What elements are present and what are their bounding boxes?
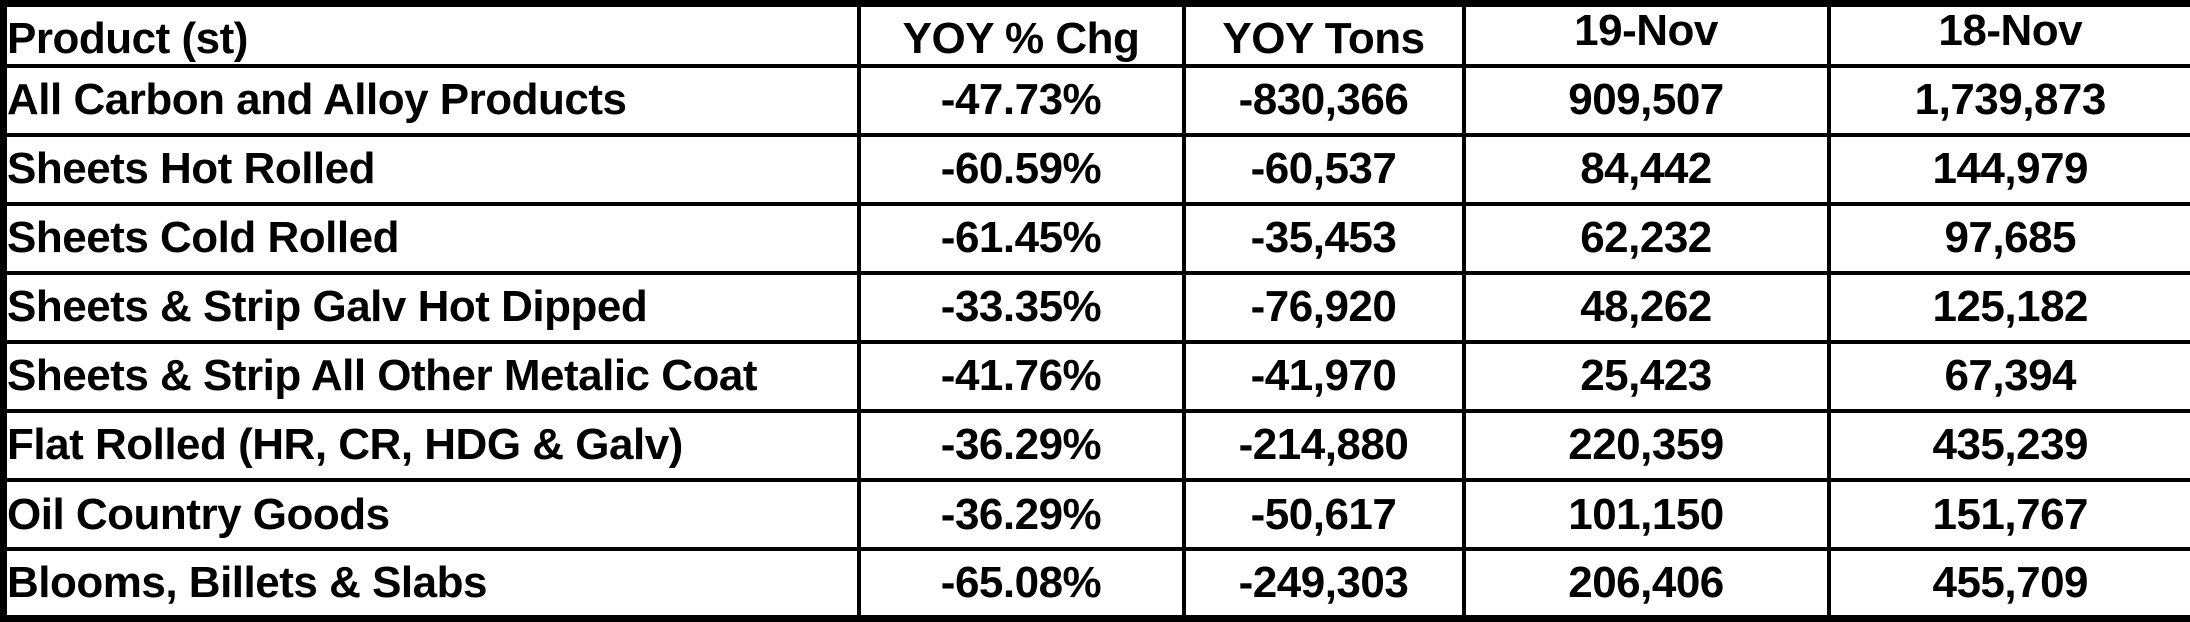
nov-18-cell: 455,709 xyxy=(1826,547,2190,621)
yoy-pct-chg-cell: -60.59% xyxy=(856,132,1186,206)
nov-19-cell: 25,423 xyxy=(1461,339,1831,414)
yoy-pct-chg-cell: -33.35% xyxy=(856,270,1186,345)
header-cell-nov-19: 19-Nov xyxy=(1461,1,1831,68)
header-cell-product: Product (st) xyxy=(1,1,861,68)
header-cell-yoy-pct-chg: YOY % Chg xyxy=(856,1,1186,68)
yoy-tons-cell: -830,366 xyxy=(1181,63,1466,137)
product-cell: Sheets Hot Rolled xyxy=(1,132,861,206)
nov-19-cell: 206,406 xyxy=(1461,547,1831,621)
yoy-pct-chg-cell: -36.29% xyxy=(856,409,1186,483)
nov-18-cell: 151,767 xyxy=(1826,478,2190,552)
nov-18-cell: 67,394 xyxy=(1826,339,2190,414)
table-row: Oil Country Goods -36.29% -50,617 101,15… xyxy=(1,478,2190,552)
nov-18-cell: 97,685 xyxy=(1826,201,2190,275)
nov-19-cell: 84,442 xyxy=(1461,132,1831,206)
table-row: All Carbon and Alloy Products -47.73% -8… xyxy=(1,63,2190,137)
product-cell: Sheets Cold Rolled xyxy=(1,201,861,275)
product-cell: Flat Rolled (HR, CR, HDG & Galv) xyxy=(1,409,861,483)
nov-18-cell: 144,979 xyxy=(1826,132,2190,206)
table-row: Sheets & Strip All Other Metalic Coat -4… xyxy=(1,339,2190,414)
table-row: Sheets Cold Rolled -61.45% -35,453 62,23… xyxy=(1,201,2190,275)
table-header: Product (st) YOY % Chg YOY Tons 19-Nov 1… xyxy=(1,1,2190,68)
header-cell-nov-18: 18-Nov xyxy=(1826,1,2190,68)
header-row: Product (st) YOY % Chg YOY Tons 19-Nov 1… xyxy=(1,1,2190,68)
product-cell: Oil Country Goods xyxy=(1,478,861,552)
nov-18-cell: 435,239 xyxy=(1826,409,2190,483)
product-cell: Sheets & Strip Galv Hot Dipped xyxy=(1,270,861,345)
yoy-tons-cell: -76,920 xyxy=(1181,270,1466,345)
nov-18-cell: 1,739,873 xyxy=(1826,63,2190,137)
nov-18-cell: 125,182 xyxy=(1826,270,2190,345)
table-body: All Carbon and Alloy Products -47.73% -8… xyxy=(1,63,2190,621)
yoy-tons-cell: -214,880 xyxy=(1181,409,1466,483)
table-row: Blooms, Billets & Slabs -65.08% -249,303… xyxy=(1,547,2190,621)
nov-19-cell: 101,150 xyxy=(1461,478,1831,552)
yoy-pct-chg-cell: -47.73% xyxy=(856,63,1186,137)
yoy-tons-cell: -50,617 xyxy=(1181,478,1466,552)
nov-19-cell: 220,359 xyxy=(1461,409,1831,483)
product-cell: Blooms, Billets & Slabs xyxy=(1,547,861,621)
yoy-tons-cell: -249,303 xyxy=(1181,547,1466,621)
yoy-pct-chg-cell: -65.08% xyxy=(856,547,1186,621)
yoy-pct-chg-cell: -36.29% xyxy=(856,478,1186,552)
nov-19-cell: 62,232 xyxy=(1461,201,1831,275)
table-row: Sheets Hot Rolled -60.59% -60,537 84,442… xyxy=(1,132,2190,206)
header-cell-yoy-tons: YOY Tons xyxy=(1181,1,1466,68)
table-row: Sheets & Strip Galv Hot Dipped -33.35% -… xyxy=(1,270,2190,345)
yoy-tons-cell: -35,453 xyxy=(1181,201,1466,275)
product-cell: Sheets & Strip All Other Metalic Coat xyxy=(1,339,861,414)
nov-19-cell: 48,262 xyxy=(1461,270,1831,345)
yoy-pct-chg-cell: -61.45% xyxy=(856,201,1186,275)
yoy-pct-chg-cell: -41.76% xyxy=(856,339,1186,414)
yoy-tons-cell: -41,970 xyxy=(1181,339,1466,414)
table-row: Flat Rolled (HR, CR, HDG & Galv) -36.29%… xyxy=(1,409,2190,483)
product-cell: All Carbon and Alloy Products xyxy=(1,63,861,137)
yoy-tons-cell: -60,537 xyxy=(1181,132,1466,206)
nov-19-cell: 909,507 xyxy=(1461,63,1831,137)
